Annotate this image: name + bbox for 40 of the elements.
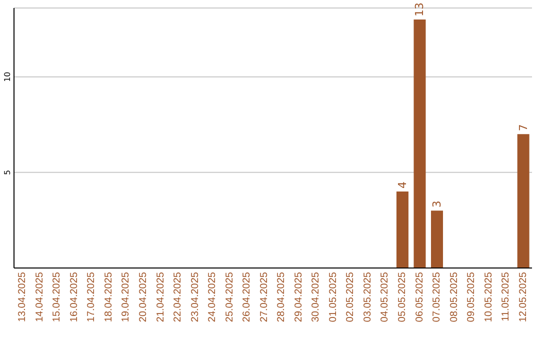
x-tick-label: 26.04.2025	[242, 272, 253, 322]
x-tick-label: 09.05.2025	[466, 272, 478, 322]
x-tick-label: 27.04.2025	[258, 272, 270, 322]
bar	[517, 134, 530, 268]
x-tick-label: 29.04.2025	[293, 272, 304, 322]
y-tick-label: 10	[3, 72, 12, 82]
x-tick-label: 03.05.2025	[362, 272, 374, 322]
x-tick-label: 22.04.2025	[172, 272, 184, 322]
bar	[430, 210, 443, 268]
y-tick-label: 5	[3, 170, 12, 175]
x-tick-label: 04.05.2025	[380, 272, 391, 322]
x-tick-label: 20.04.2025	[138, 272, 149, 322]
x-tick-label: 06.05.2025	[414, 272, 426, 322]
x-tick-label: 21.04.2025	[155, 272, 166, 322]
x-tick-label: 12.05.2025	[518, 272, 529, 322]
x-tick-label: 02.05.2025	[345, 272, 356, 322]
x-tick-label: 30.04.2025	[310, 272, 322, 322]
x-tick-label: 10.05.2025	[483, 272, 494, 322]
x-tick-label: 24.04.2025	[207, 272, 218, 322]
x-tick-label: 08.05.2025	[448, 272, 460, 322]
bar	[396, 192, 408, 268]
x-tick-label: 25.04.2025	[224, 272, 236, 322]
x-tick-label: 15.04.2025	[52, 272, 63, 322]
x-tick-label: 17.04.2025	[86, 272, 98, 322]
x-tick-label: 23.04.2025	[190, 272, 201, 322]
x-tick-label: 01.05.2025	[328, 272, 339, 322]
data-label: 13	[413, 2, 426, 16]
x-tick-label: 13.04.2025	[17, 272, 28, 322]
data-label: 7	[516, 124, 530, 132]
x-tick-label: 05.05.2025	[397, 272, 408, 322]
x-tick-label: 07.05.2025	[432, 272, 443, 322]
bar	[414, 19, 426, 268]
x-tick-label: 18.04.2025	[103, 272, 114, 322]
data-label: 3	[430, 200, 444, 208]
x-tick-label: 28.04.2025	[276, 272, 288, 322]
x-tick-label: 19.04.2025	[120, 272, 132, 322]
x-tick-label: 11.05.2025	[500, 272, 512, 322]
x-tick-label: 14.04.2025	[34, 272, 46, 322]
data-label: 4	[396, 182, 409, 189]
x-tick-label: 16.04.2025	[68, 272, 80, 322]
